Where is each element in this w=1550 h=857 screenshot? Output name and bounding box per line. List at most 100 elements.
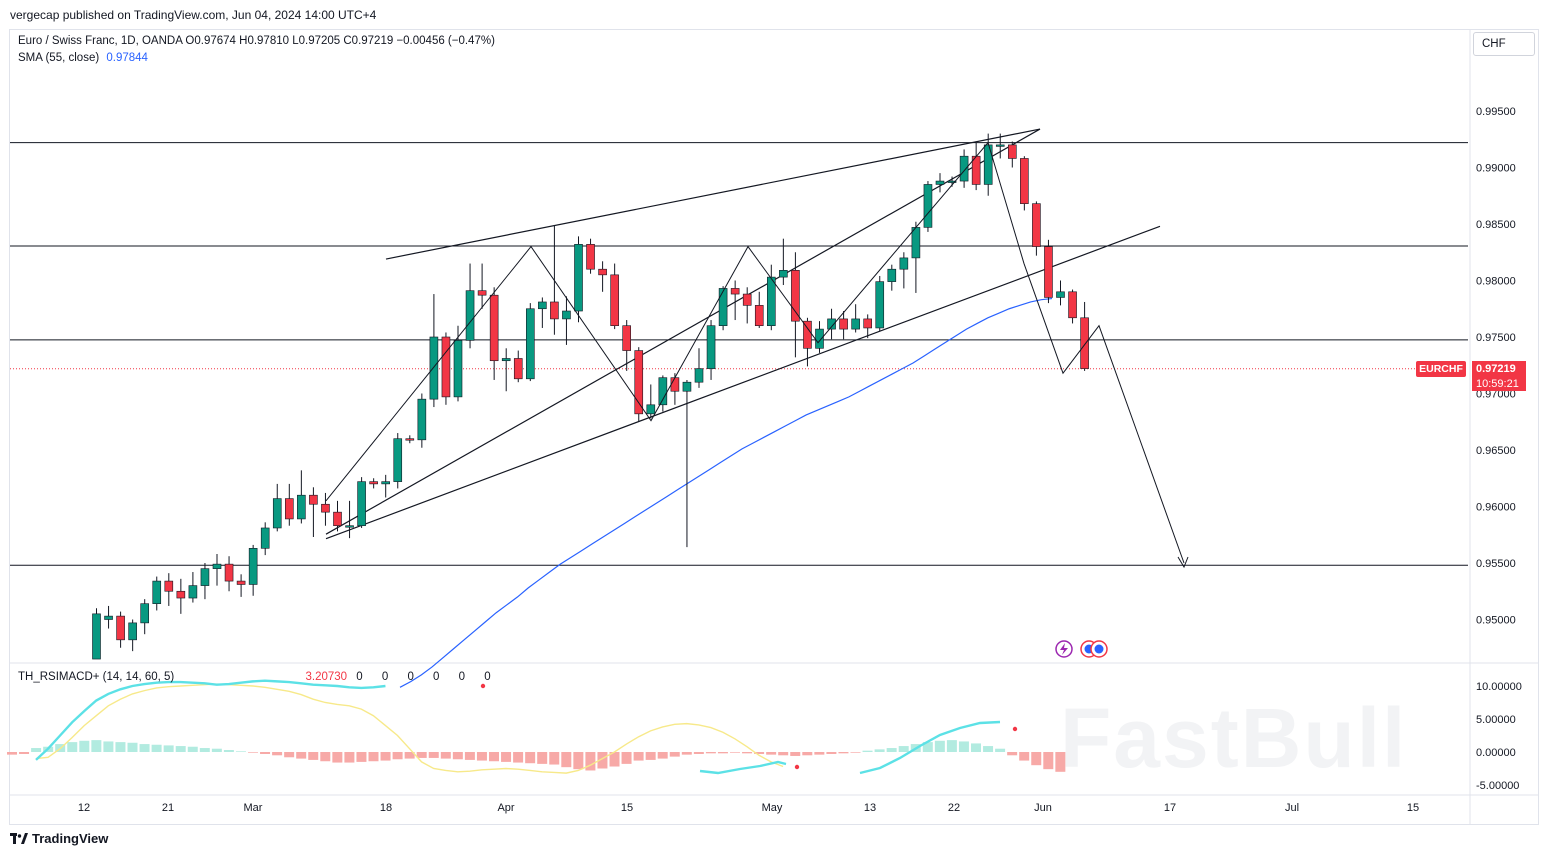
histogram-bar: [742, 752, 753, 754]
candle-body: [477, 290, 487, 296]
candle-body: [550, 301, 559, 320]
price-tick-label: 0.99500: [1476, 106, 1516, 118]
histogram-bar: [995, 748, 1006, 752]
candle-body: [333, 511, 342, 527]
candle: [718, 286, 728, 331]
candle: [634, 347, 644, 422]
candle-body: [453, 340, 463, 398]
histogram-bar: [1019, 752, 1030, 761]
candle-body: [983, 144, 993, 185]
candle: [140, 599, 149, 635]
candle: [152, 576, 162, 611]
candle: [164, 573, 174, 606]
histogram-bar: [898, 746, 909, 752]
indicator-legend-value: 3.20730: [305, 671, 348, 683]
histogram-bar: [284, 752, 295, 758]
candle-body: [357, 481, 366, 527]
candle: [766, 264, 776, 331]
histogram-bar: [681, 752, 692, 755]
candle-body: [586, 244, 595, 270]
candle-body: [236, 580, 246, 585]
candle-body: [923, 184, 933, 228]
candle: [863, 314, 873, 339]
price-tick-label: 0.96000: [1476, 502, 1516, 514]
candle: [923, 181, 933, 232]
candle-body: [441, 336, 451, 398]
tradingview-brand[interactable]: TradingView: [10, 831, 108, 846]
sma-legend-label: SMA (55, close): [18, 52, 100, 64]
candle-body: [995, 144, 1005, 147]
candle: [538, 297, 547, 328]
histogram-bar: [344, 752, 355, 763]
candle-body: [538, 301, 547, 310]
candle: [429, 294, 439, 408]
candle: [369, 478, 378, 489]
chart-frame: [9, 29, 1539, 825]
histogram-bar: [730, 752, 740, 753]
flag-icon-b-core: [1094, 644, 1104, 654]
histogram-bar: [573, 752, 584, 770]
pane-separators: [10, 30, 1538, 825]
histogram-bar: [223, 750, 234, 752]
sma-layer: [399, 297, 1053, 688]
candle-body: [766, 276, 776, 326]
histogram-bar: [272, 752, 283, 756]
candle: [513, 350, 523, 383]
candle-body: [152, 580, 162, 604]
candle: [393, 433, 403, 489]
candle: [357, 477, 366, 528]
candle: [272, 483, 282, 532]
trend-line-2: [325, 225, 1161, 540]
candle: [1032, 201, 1041, 256]
candle-body: [658, 377, 668, 406]
candle: [887, 264, 897, 291]
currency-button[interactable]: CHF: [1473, 32, 1535, 56]
histogram-bar: [1031, 752, 1042, 766]
candle: [321, 492, 330, 526]
indicator-legend-dots: 0 0 0 0 0 0: [356, 671, 499, 683]
price-tick-label: 0.96500: [1476, 445, 1516, 457]
candle: [586, 238, 595, 274]
candle-body: [465, 290, 475, 341]
candle-body: [622, 325, 632, 351]
histogram-bar: [1055, 752, 1066, 772]
candle-body: [682, 381, 692, 392]
histogram-bar: [115, 742, 126, 752]
candle-body: [501, 358, 511, 362]
candle: [381, 474, 391, 498]
candle: [441, 332, 451, 405]
histogram-bar: [814, 752, 825, 755]
histogram-bar: [91, 740, 102, 752]
candle: [971, 142, 981, 191]
candle-body: [839, 318, 848, 330]
candle-body: [718, 288, 728, 327]
histogram-bar: [549, 752, 560, 765]
macd-line-right: [859, 720, 1001, 775]
candle-body: [803, 320, 812, 349]
candle-body: [670, 377, 680, 392]
histogram-bar: [705, 752, 716, 754]
histogram-bar: [754, 752, 765, 754]
histogram-bar: [199, 748, 210, 752]
candles-layer: [92, 133, 1089, 660]
indicator-layer: [7, 679, 1066, 775]
histogram-bar: [1007, 752, 1018, 756]
candle: [417, 393, 427, 448]
time-tick-label: 17: [1164, 802, 1176, 814]
macd-line-left: [35, 679, 386, 761]
candle-body: [345, 525, 354, 528]
candle-body: [248, 548, 258, 585]
histogram-bar: [669, 752, 680, 757]
histogram-bar: [561, 752, 572, 768]
time-tick-label: Apr: [497, 802, 514, 814]
candle: [646, 384, 656, 419]
candle: [706, 320, 716, 380]
histogram-bar: [983, 746, 994, 752]
candle: [453, 325, 463, 402]
candle: [236, 574, 246, 597]
candle: [1020, 156, 1029, 211]
indicator-axis: 10.00000 5.00000 0.00000 -5.00000: [1476, 681, 1522, 792]
candle-body: [140, 603, 149, 624]
time-tick-label: 22: [948, 802, 960, 814]
